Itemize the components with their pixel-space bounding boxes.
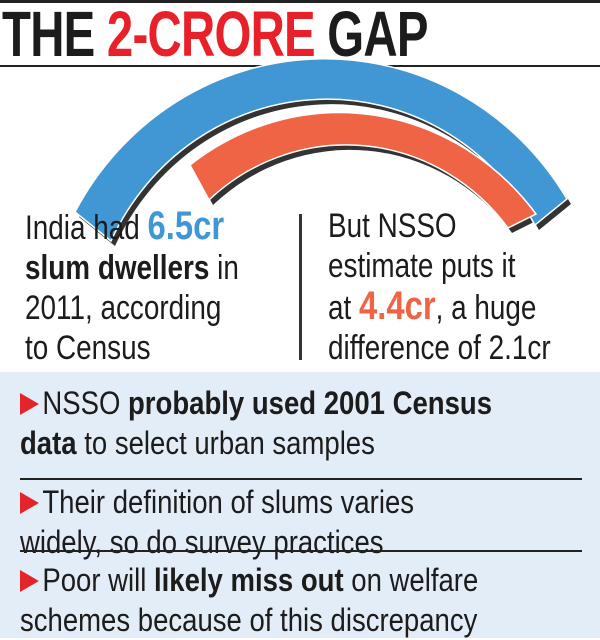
top-border bbox=[0, 0, 600, 3]
arrow-icon bbox=[20, 570, 39, 592]
text: , a huge bbox=[435, 289, 537, 327]
text: difference of 2.1cr bbox=[328, 329, 551, 367]
arrow-icon bbox=[20, 492, 39, 514]
text: schemes because of this discrepancy bbox=[20, 602, 478, 638]
arrow-icon bbox=[20, 393, 39, 415]
text: estimate puts it bbox=[328, 247, 516, 285]
divider bbox=[20, 550, 582, 552]
nsso-arc bbox=[189, 111, 538, 229]
text: to Census bbox=[25, 329, 151, 367]
text-bold: probably used 2001 Census bbox=[127, 385, 493, 421]
headline-accent: 2-CRORE bbox=[106, 0, 316, 70]
text: in bbox=[209, 249, 239, 287]
text-bold: likely miss out bbox=[153, 562, 344, 598]
census-arc bbox=[74, 58, 568, 243]
headline-prefix: THE bbox=[2, 0, 107, 70]
bullet-item: Poor will likely miss out on welfare sch… bbox=[20, 560, 478, 640]
text-bold: data bbox=[20, 425, 77, 461]
text: India had bbox=[25, 209, 148, 247]
text: to select urban samples bbox=[76, 425, 375, 461]
census-value: 6.5cr bbox=[147, 204, 225, 248]
headline-suffix: GAP bbox=[314, 0, 428, 70]
census-text: India had 6.5cr slum dwellers in 2011, a… bbox=[25, 206, 239, 368]
headline: THE 2-CRORE GAP bbox=[2, 2, 428, 66]
text: NSSO bbox=[42, 385, 128, 421]
bullet-item: NSSO probably used 2001 Census data to s… bbox=[20, 383, 492, 463]
bullet-item: Their definition of slums varies widely,… bbox=[20, 482, 414, 562]
nsso-text: But NSSO estimate puts it at 4.4cr, a hu… bbox=[328, 206, 551, 368]
text-bold: slum dwellers bbox=[25, 249, 210, 287]
findings-panel bbox=[0, 372, 600, 638]
divider bbox=[20, 478, 582, 480]
text: Their definition of slums varies bbox=[42, 484, 415, 520]
text: 2011, according bbox=[25, 289, 222, 327]
text: But NSSO bbox=[328, 207, 457, 245]
text: on welfare bbox=[343, 562, 479, 598]
text: at bbox=[328, 289, 360, 327]
arc-graphic bbox=[74, 58, 571, 246]
column-divider bbox=[299, 214, 302, 360]
nsso-value: 4.4cr bbox=[359, 284, 436, 328]
text: Poor will bbox=[42, 562, 154, 598]
text: widely, so do survey practices bbox=[20, 524, 384, 560]
